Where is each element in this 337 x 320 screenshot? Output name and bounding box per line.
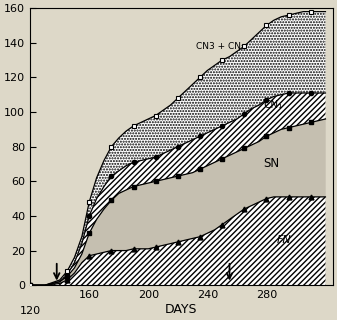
Text: FN: FN xyxy=(277,235,292,245)
X-axis label: DAYS: DAYS xyxy=(165,303,198,316)
Text: CN3 + CN₂: CN3 + CN₂ xyxy=(195,42,244,51)
Text: SN: SN xyxy=(264,157,280,171)
Text: 120: 120 xyxy=(20,306,41,316)
Text: CN₁: CN₁ xyxy=(264,100,283,110)
